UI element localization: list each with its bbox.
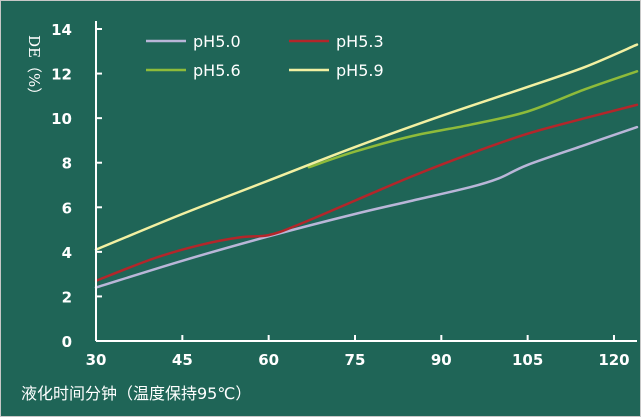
x-tick-label: 60 [258, 351, 279, 369]
y-tick-label: 8 [62, 155, 72, 173]
x-tick-label: 45 [172, 351, 193, 369]
x-tick-label: 75 [345, 351, 366, 369]
x-axis-label: 液化时间分钟（温度保持95℃） [21, 384, 251, 403]
legend: pH5.0 pH5.3 pH5.6 pH5.9 [146, 32, 384, 80]
legend-label: pH5.6 [193, 61, 241, 80]
x-tick-label: 105 [512, 351, 543, 369]
series-line-ph5-9 [94, 43, 639, 251]
x-tick-label: 90 [431, 351, 452, 369]
y-tick-label: 0 [62, 333, 72, 351]
y-axis-label: DE（%） [25, 35, 43, 102]
y-tick-label: 6 [62, 199, 72, 217]
legend-label: pH5.0 [193, 32, 241, 51]
y-tick-label: 4 [62, 244, 72, 262]
x-tick-label: 120 [598, 351, 629, 369]
x-tick-label: 30 [86, 351, 107, 369]
y-tick-label: 12 [51, 66, 72, 84]
y-tick-label: 2 [62, 288, 72, 306]
y-tick-label: 14 [51, 21, 72, 39]
legend-label: pH5.9 [336, 61, 384, 80]
y-tick-label: 10 [51, 110, 72, 128]
series-line-ph5-6 [307, 70, 639, 169]
ticks-layer: 0 2 4 6 8 10 12 14 30 45 60 75 90 105 120 [51, 21, 630, 369]
series-line-ph5-0 [94, 125, 639, 289]
series-line-ph5-3 [94, 103, 639, 283]
legend-label: pH5.3 [336, 32, 384, 51]
series-layer [94, 43, 639, 289]
